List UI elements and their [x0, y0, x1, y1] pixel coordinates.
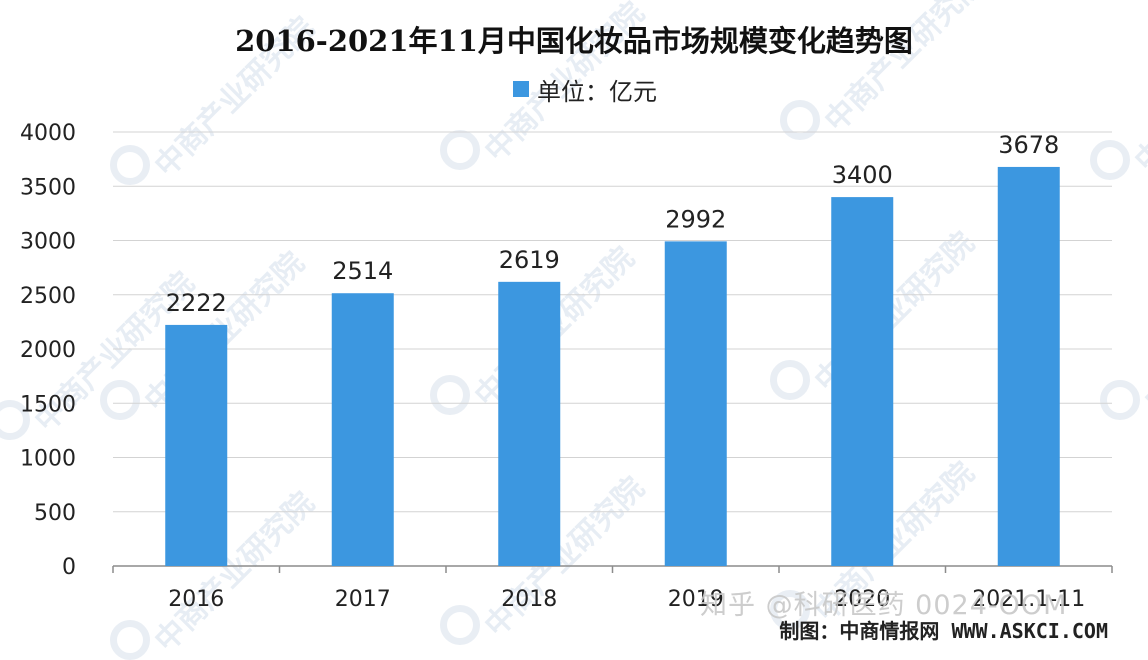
- legend-label: 单位：亿元: [537, 77, 657, 106]
- chart-title: 2016-2021年11月中国化妆品市场规模变化趋势图: [235, 24, 913, 58]
- data-label: 3678: [998, 131, 1059, 159]
- x-tick-label: 2021.1-11: [972, 587, 1085, 612]
- data-label: 3400: [832, 161, 893, 189]
- y-tick-label: 1500: [20, 392, 76, 417]
- data-label: 2222: [166, 289, 227, 317]
- bar: [997, 166, 1060, 566]
- y-tick-label: 3500: [20, 175, 76, 200]
- data-label: 2619: [499, 246, 560, 274]
- bar: [831, 197, 894, 566]
- y-tick-label: 3000: [20, 230, 76, 255]
- bar: [331, 293, 394, 566]
- legend: 单位：亿元: [513, 72, 657, 106]
- data-label: 2992: [665, 205, 726, 233]
- x-tick-label: 2018: [501, 587, 557, 612]
- x-tick-label: 2019: [668, 587, 724, 612]
- y-tick-label: 1000: [20, 447, 76, 472]
- y-tick-label: 2000: [20, 338, 76, 363]
- bar: [664, 241, 727, 567]
- data-label: 2514: [332, 257, 393, 285]
- y-tick-label: 2500: [20, 284, 76, 309]
- chart-credit: 制图：中商情报网 WWW.ASKCI.COM: [779, 619, 1108, 643]
- bar: [498, 281, 561, 566]
- x-tick-label: 2016: [168, 587, 224, 612]
- y-tick-label: 4000: [20, 121, 76, 146]
- x-tick-label: 2017: [335, 587, 391, 612]
- legend-swatch: [513, 81, 529, 97]
- y-tick-label: 500: [34, 501, 76, 526]
- x-tick-label: 2020: [834, 587, 890, 612]
- y-tick-label: 0: [62, 555, 76, 580]
- bar: [165, 324, 228, 566]
- overlay-watermark: 知乎 @科研医药 0024-OOM: [700, 590, 1068, 621]
